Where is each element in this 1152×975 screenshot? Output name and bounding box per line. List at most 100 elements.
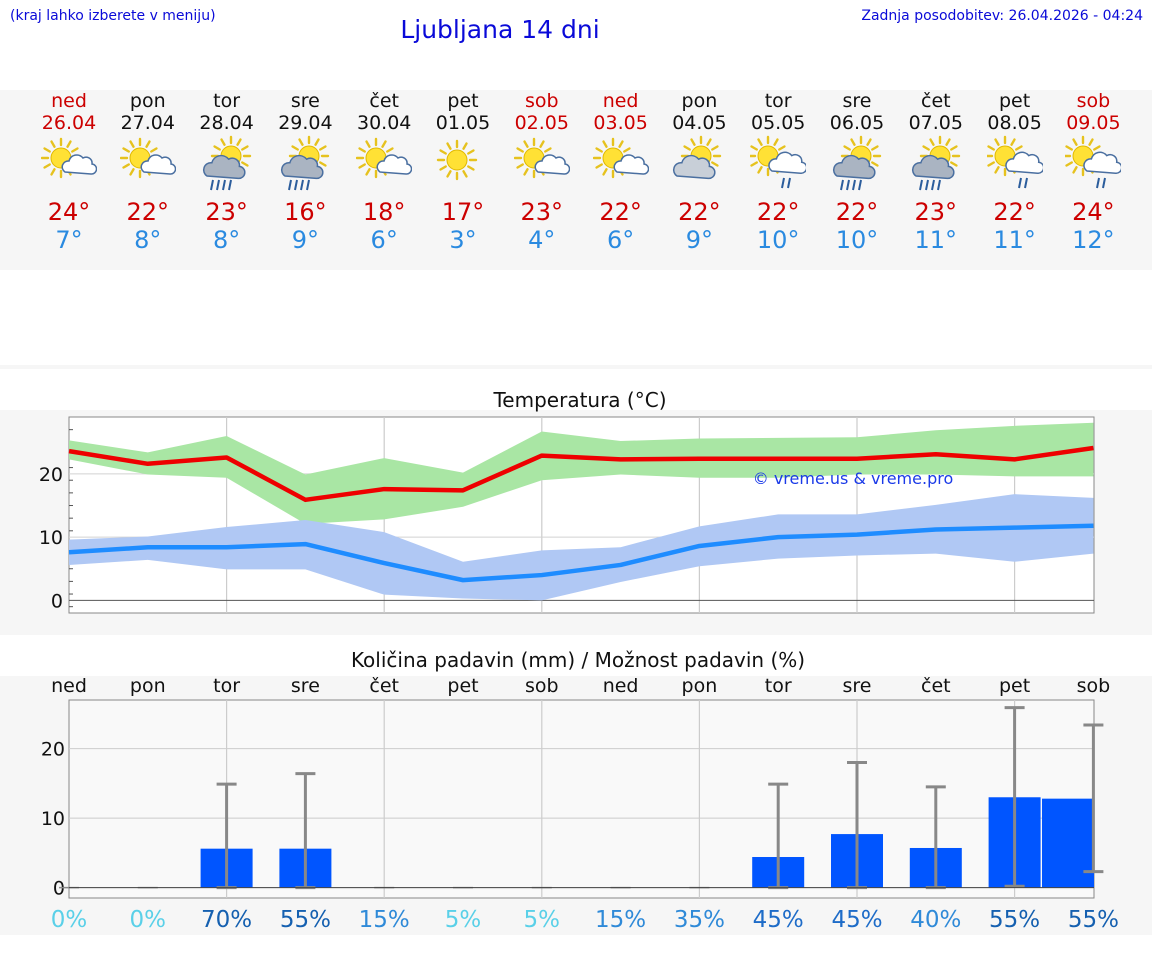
day-column: sre 29.04 16° 9° bbox=[265, 90, 345, 254]
day-date: 26.04 bbox=[41, 112, 97, 134]
temp-min: 6° bbox=[606, 226, 635, 254]
weather-icon bbox=[1063, 134, 1123, 196]
day-date: 01.05 bbox=[435, 112, 491, 134]
day-name: tor bbox=[764, 90, 792, 112]
day-name: pon bbox=[129, 90, 166, 112]
temp-min: 9° bbox=[291, 226, 320, 254]
temp-min: 3° bbox=[449, 226, 477, 254]
sun-showers-icon bbox=[747, 135, 808, 189]
temp-max: 24° bbox=[1072, 198, 1115, 226]
day-name: ned bbox=[51, 90, 87, 112]
cloud-sun-icon bbox=[673, 135, 722, 180]
precip-chance-label: 15% bbox=[595, 907, 646, 933]
watermark: © vreme.us & vreme.pro bbox=[753, 469, 954, 488]
day-column: čet 30.04 18° 6° bbox=[344, 90, 424, 254]
day-column: pon 04.05 22° 9° bbox=[659, 90, 739, 254]
precipitation-chart: Količina padavin (mm) / Možnost padavin … bbox=[0, 648, 1152, 935]
x-category-label: tor bbox=[765, 675, 792, 697]
precip-chance-label: 55% bbox=[280, 907, 331, 933]
y-tick-label: 20 bbox=[39, 464, 63, 486]
precip-chance-label: 35% bbox=[674, 907, 725, 933]
precip-chance-label: 40% bbox=[910, 907, 961, 933]
precip-chance-label: 45% bbox=[831, 907, 882, 933]
day-name: sre bbox=[842, 90, 872, 112]
temperature-chart: Temperatura (°C) 0 10 20 © vreme.us & vreme.… bbox=[0, 388, 1152, 635]
temp-max: 23° bbox=[520, 198, 564, 226]
temp-max: 16° bbox=[284, 198, 327, 226]
chart-title: Količina padavin (mm) / Možnost padavin … bbox=[351, 648, 805, 672]
day-column: pet 08.05 22° 11° bbox=[975, 90, 1055, 254]
y-tick-label: 0 bbox=[51, 590, 63, 612]
day-date: 03.05 bbox=[593, 112, 648, 134]
divider bbox=[0, 365, 1152, 369]
x-category-label: ned bbox=[51, 675, 87, 697]
x-category-label: tor bbox=[213, 675, 240, 697]
day-date: 29.04 bbox=[278, 112, 333, 134]
weather-icon bbox=[435, 134, 491, 196]
x-category-label: sre bbox=[291, 675, 320, 697]
day-date: 09.05 bbox=[1066, 112, 1121, 134]
temp-max: 22° bbox=[126, 198, 170, 226]
temp-max: 22° bbox=[756, 198, 800, 226]
location-hint: (kraj lahko izberete v meniju) bbox=[10, 8, 216, 24]
temp-min: 9° bbox=[685, 226, 714, 254]
temp-min: 11° bbox=[914, 226, 958, 254]
temp-max: 23° bbox=[205, 198, 248, 226]
day-date: 05.05 bbox=[750, 112, 806, 134]
temp-min: 7° bbox=[55, 226, 83, 254]
sun-cloud-icon bbox=[40, 137, 98, 179]
day-name: sob bbox=[525, 90, 559, 112]
series-line-min bbox=[68, 523, 1094, 583]
temp-min: 10° bbox=[835, 226, 879, 254]
x-category-label: pet bbox=[999, 675, 1030, 697]
temp-min: 8° bbox=[134, 226, 162, 254]
weather-icon bbox=[908, 134, 964, 196]
weather-icon bbox=[592, 134, 649, 196]
temp-min: 6° bbox=[370, 226, 398, 254]
day-name: ned bbox=[602, 90, 639, 112]
day-date: 30.04 bbox=[356, 112, 412, 134]
series-line-max bbox=[68, 445, 1094, 503]
day-date: 04.05 bbox=[672, 112, 727, 134]
precip-chance-label: 55% bbox=[1068, 907, 1119, 933]
day-name: čet bbox=[921, 90, 951, 112]
day-date: 08.05 bbox=[987, 112, 1042, 134]
band-min bbox=[69, 494, 1094, 601]
temp-min: 10° bbox=[756, 226, 800, 254]
x-category-label: ned bbox=[603, 675, 639, 697]
day-name: sre bbox=[290, 90, 320, 112]
temp-min: 4° bbox=[528, 226, 556, 254]
day-date: 27.04 bbox=[120, 112, 175, 134]
y-tick-label: 10 bbox=[39, 527, 63, 549]
day-column: sob 09.05 24° 12° bbox=[1053, 90, 1133, 254]
day-column: pet 01.05 17° 3° bbox=[423, 90, 503, 254]
x-category-label: sre bbox=[843, 675, 872, 697]
day-name: sob bbox=[1076, 90, 1111, 112]
sun-rain-icon bbox=[832, 135, 882, 191]
precip-chance-label: 0% bbox=[130, 907, 167, 933]
day-date: 28.04 bbox=[199, 112, 254, 134]
x-category-label: sob bbox=[1077, 675, 1111, 697]
precip-chance-label: 45% bbox=[753, 907, 804, 933]
temp-max: 22° bbox=[678, 198, 721, 226]
temp-max: 18° bbox=[362, 198, 406, 226]
x-category-label: čet bbox=[921, 675, 951, 697]
precip-chance-label: 55% bbox=[989, 907, 1040, 933]
temp-min: 12° bbox=[1072, 226, 1115, 254]
y-tick-label: 20 bbox=[41, 739, 65, 761]
weather-icon bbox=[277, 134, 333, 196]
day-date: 07.05 bbox=[908, 112, 963, 134]
temp-max: 24° bbox=[47, 198, 91, 226]
weather-icon bbox=[513, 134, 571, 196]
temp-max: 17° bbox=[441, 198, 485, 226]
day-name: tor bbox=[213, 90, 241, 112]
last-update: Zadnja posodobitev: 26.04.2026 - 04:24 bbox=[861, 8, 1143, 24]
weather-icon bbox=[355, 134, 413, 196]
precip-chance-label: 15% bbox=[359, 907, 410, 933]
x-category-label: pet bbox=[447, 675, 478, 697]
sun-icon bbox=[436, 139, 478, 181]
day-column: pon 27.04 22° 8° bbox=[108, 90, 188, 254]
day-column: tor 05.05 22° 10° bbox=[738, 90, 818, 254]
temp-min: 11° bbox=[993, 226, 1036, 254]
sun-cloud-icon bbox=[119, 137, 177, 179]
